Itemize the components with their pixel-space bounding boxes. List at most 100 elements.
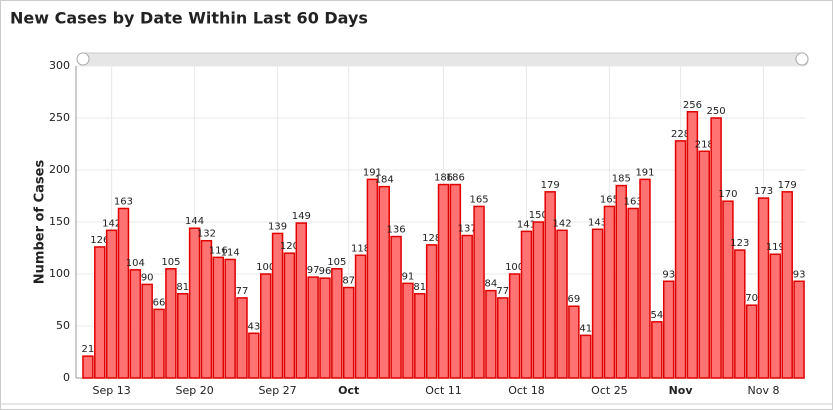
value-label: 81 xyxy=(413,282,426,293)
y-tick-label: 150 xyxy=(49,215,70,228)
value-label: 149 xyxy=(292,211,311,222)
bar xyxy=(105,229,118,379)
value-label: 170 xyxy=(718,189,737,200)
bar xyxy=(793,280,805,379)
value-label: 126 xyxy=(90,235,109,246)
value-label: 21 xyxy=(82,344,95,355)
value-label: 142 xyxy=(552,218,571,229)
bar xyxy=(520,230,533,379)
bar xyxy=(378,185,390,379)
value-label: 132 xyxy=(197,229,216,240)
value-label: 97 xyxy=(307,265,320,276)
bar xyxy=(639,178,651,379)
value-label: 81 xyxy=(176,282,189,293)
value-label: 165 xyxy=(600,194,619,205)
bar xyxy=(580,334,592,379)
bar xyxy=(485,289,497,379)
y-tick-label: 50 xyxy=(56,319,70,332)
bar xyxy=(544,191,556,379)
value-label: 123 xyxy=(730,238,749,249)
x-tick-label: Oct 18 xyxy=(508,384,545,397)
value-label: 142 xyxy=(102,218,121,229)
value-label: 163 xyxy=(114,196,133,207)
value-label: 90 xyxy=(141,272,154,283)
value-label: 96 xyxy=(319,266,332,277)
bar xyxy=(745,304,758,379)
value-label: 186 xyxy=(446,173,465,184)
value-label: 100 xyxy=(505,262,524,273)
value-label: 77 xyxy=(236,286,249,297)
value-label: 114 xyxy=(221,247,240,258)
value-label: 84 xyxy=(485,279,498,290)
value-label: 218 xyxy=(695,139,714,150)
bar xyxy=(354,254,367,379)
bar xyxy=(734,249,746,379)
x-tick-label: Sep 27 xyxy=(258,384,296,397)
value-label: 120 xyxy=(280,241,299,252)
bar xyxy=(307,276,319,379)
x-tick-label: Oct 11 xyxy=(425,384,462,397)
bar xyxy=(769,253,782,379)
bar xyxy=(686,111,699,379)
range-slider[interactable] xyxy=(77,52,809,67)
bar xyxy=(236,297,248,379)
value-label: 173 xyxy=(754,186,773,197)
bar xyxy=(342,286,355,379)
value-label: 41 xyxy=(579,323,592,334)
value-label: 105 xyxy=(161,257,180,268)
bar xyxy=(508,273,521,379)
value-label: 105 xyxy=(327,257,346,268)
value-label: 77 xyxy=(496,286,509,297)
value-label: 87 xyxy=(342,276,355,287)
slider-handle[interactable] xyxy=(795,52,809,66)
bar xyxy=(129,269,142,379)
y-tick-label: 0 xyxy=(63,371,70,384)
bar xyxy=(781,191,793,379)
value-label: 184 xyxy=(375,175,394,186)
bar xyxy=(568,305,580,379)
value-label: 139 xyxy=(268,221,287,232)
value-label: 119 xyxy=(766,242,785,253)
value-label: 93 xyxy=(662,269,675,280)
x-tick-label: Oct xyxy=(338,384,359,397)
value-label: 163 xyxy=(624,196,643,207)
value-label: 256 xyxy=(683,100,702,111)
bar xyxy=(425,244,438,379)
bar xyxy=(259,273,272,379)
bar xyxy=(271,232,284,379)
value-label: 118 xyxy=(351,243,370,254)
value-label: 116 xyxy=(209,245,228,256)
bar xyxy=(674,140,687,379)
value-label: 150 xyxy=(529,210,548,221)
value-label: 141 xyxy=(517,219,536,230)
y-tick-label: 250 xyxy=(49,111,70,124)
slider-handle[interactable] xyxy=(76,52,90,66)
value-label: 179 xyxy=(541,180,560,191)
value-label: 186 xyxy=(434,173,453,184)
bar xyxy=(224,258,236,379)
bar xyxy=(532,221,545,379)
value-label: 66 xyxy=(153,297,166,308)
value-label: 43 xyxy=(247,321,260,332)
bar xyxy=(651,321,663,379)
bar xyxy=(449,183,462,379)
bar xyxy=(627,207,639,379)
bar xyxy=(295,222,307,379)
bar xyxy=(473,205,485,379)
bar xyxy=(212,256,225,379)
bar xyxy=(153,308,165,379)
value-label: 191 xyxy=(363,167,382,178)
y-axis-label: Number of Cases xyxy=(33,160,48,285)
value-label: 54 xyxy=(650,310,663,321)
y-tick-label: 200 xyxy=(49,163,70,176)
value-label: 228 xyxy=(671,129,690,140)
bar xyxy=(82,355,94,379)
value-label: 91 xyxy=(402,271,415,282)
bar xyxy=(662,280,675,379)
bar xyxy=(390,235,402,379)
bar xyxy=(591,228,604,379)
bar xyxy=(414,293,426,379)
value-label: 143 xyxy=(588,217,607,228)
x-tick-label: Oct 25 xyxy=(591,384,628,397)
